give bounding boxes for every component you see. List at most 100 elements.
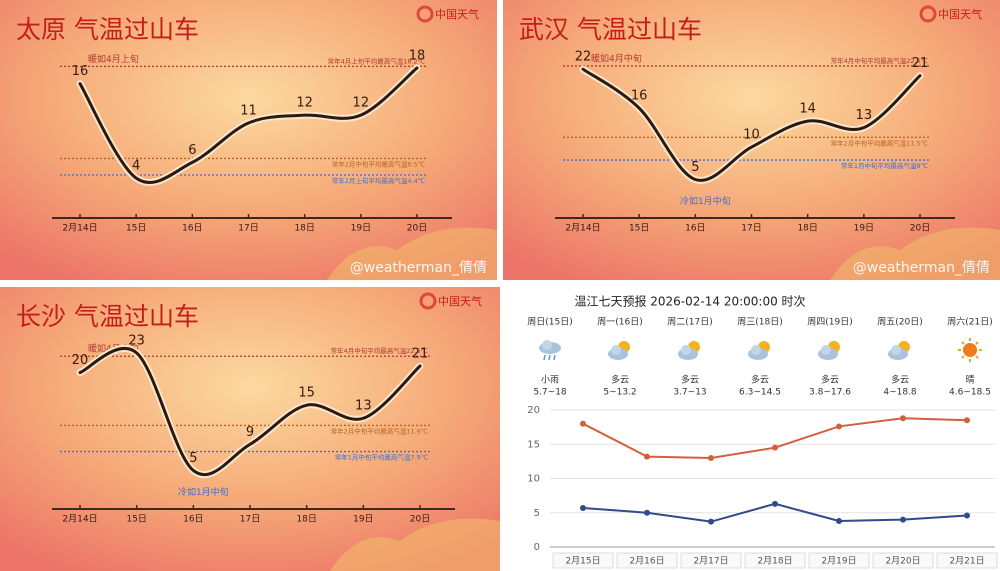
reference-label: 常年2月中旬平均最高气温11.9℃ (331, 426, 428, 435)
panel-background (0, 0, 497, 280)
icon-cloudy (608, 341, 630, 360)
x-tick-label: 15日 (126, 223, 146, 234)
x-tick-label: 18日 (296, 514, 316, 525)
day-label: 周一(16日) (597, 317, 642, 328)
data-label: 23 (128, 333, 145, 348)
series-point (772, 500, 778, 507)
series-line (582, 417, 968, 459)
temp-range: 4~18.8 (883, 388, 917, 398)
x-tick-label: 2月18日 (757, 556, 792, 567)
series-point (580, 504, 586, 511)
day-label: 周三(18日) (737, 317, 782, 328)
weather-label: 多云 (611, 374, 629, 386)
data-label: 13 (355, 399, 372, 414)
temperature-curve (78, 66, 419, 184)
data-label: 14 (799, 102, 816, 117)
weather-label: 多云 (681, 374, 699, 386)
data-label: 12 (296, 96, 313, 111)
data-label: 12 (353, 96, 370, 111)
data-label: 5 (691, 160, 699, 175)
logo-mark (419, 292, 437, 310)
series-point (900, 516, 906, 523)
reference-note: 冷如1月中旬 (680, 195, 731, 207)
data-label: 16 (72, 64, 89, 79)
x-tick-label: 18日 (797, 223, 817, 234)
panel-background (503, 0, 1000, 280)
x-label-box (744, 552, 806, 569)
panel-background (0, 287, 500, 571)
reference-note: 冷如1月中旬 (178, 486, 229, 498)
weather-label: 多云 (821, 374, 839, 386)
temp-range: 5~13.2 (603, 388, 636, 398)
series-point (836, 423, 842, 430)
series-point (708, 454, 714, 461)
icon-cloudy (818, 341, 840, 360)
x-tick-label: 2月17日 (693, 556, 728, 567)
data-label: 6 (188, 143, 196, 158)
y-tick-label: 5 (534, 508, 540, 519)
x-tick-label: 2月21日 (949, 556, 984, 567)
y-tick-label: 20 (527, 405, 540, 416)
icon-cloudy (678, 341, 700, 360)
x-tick-label: 2月16日 (629, 556, 664, 567)
y-tick-label: 10 (527, 474, 540, 485)
panel-title: 太原 气温过山车 (16, 15, 199, 44)
weather-label: 多云 (751, 374, 769, 386)
x-tick-label: 17日 (238, 223, 258, 234)
series-point (644, 509, 650, 516)
temp-range: 3.7~13 (673, 388, 706, 398)
reference-note: 暖如4月上旬 (88, 53, 139, 65)
x-label-box (808, 552, 870, 569)
data-label: 9 (246, 425, 254, 440)
x-label-box (872, 552, 934, 569)
x-tick-label: 16日 (182, 223, 202, 234)
decor-waves (330, 518, 500, 571)
decor-waves (830, 227, 1000, 280)
data-label: 20 (72, 353, 89, 368)
temperature-curve (581, 67, 922, 182)
forecast-title: 温江七天预报 2026-02-14 20:00:00 时次 (574, 294, 805, 309)
day-label: 周五(20日) (877, 317, 922, 328)
x-tick-label: 19日 (353, 514, 373, 525)
temp-range: 5.7~18 (533, 388, 567, 398)
x-label-box (936, 552, 998, 569)
series-point (964, 417, 970, 424)
logo-text: 中国天气 (938, 7, 982, 21)
panel-title: 武汉 气温过山车 (519, 15, 702, 44)
reference-label: 常年2月上旬平均最高气温4.4℃ (332, 176, 425, 185)
reference-note: 暖如4月中旬 (591, 52, 642, 64)
weather-icons (538, 338, 983, 362)
icon-sunny (957, 338, 983, 362)
day-label: 周四(19日) (807, 317, 852, 328)
x-tick-label: 2月14日 (62, 514, 97, 525)
data-label: 10 (743, 128, 760, 143)
x-label-box (680, 552, 742, 569)
x-tick-label: 2月14日 (62, 223, 97, 234)
x-tick-label: 17日 (240, 514, 260, 525)
data-label: 13 (856, 108, 873, 123)
x-tick-label: 19日 (854, 223, 874, 234)
x-tick-label: 2月15日 (565, 556, 600, 567)
panel: 武汉 气温过山车 中国天气 @weatherman_倩倩 常年4月中旬平均最高气温22… (503, 0, 1000, 280)
series-point (836, 517, 842, 524)
series-point (772, 444, 778, 451)
weather-label: 小雨 (541, 375, 559, 386)
series-point (708, 518, 714, 525)
day-label: 周六(21日) (947, 316, 992, 328)
x-tick-label: 2月20日 (885, 556, 920, 567)
data-label: 22 (575, 50, 592, 65)
panel-title: 长沙 气温过山车 (16, 302, 199, 331)
x-label-box (552, 552, 614, 569)
series-point (964, 512, 970, 519)
logo-mark (416, 5, 434, 23)
temp-range: 6.3~14.5 (739, 388, 781, 398)
weather-label: 多云 (891, 374, 909, 386)
series-point (900, 415, 906, 422)
weather-label: 晴 (965, 374, 974, 386)
decor-waves (327, 227, 497, 280)
reference-label: 常年1月中旬平均最高气温8℃ (841, 161, 928, 170)
panel: 长沙 气温过山车中国天气常年4月中旬平均最高气温22.5℃暖如4月中旬常年2月中… (0, 287, 500, 571)
data-label: 18 (409, 48, 426, 63)
logo-mark (919, 5, 937, 23)
